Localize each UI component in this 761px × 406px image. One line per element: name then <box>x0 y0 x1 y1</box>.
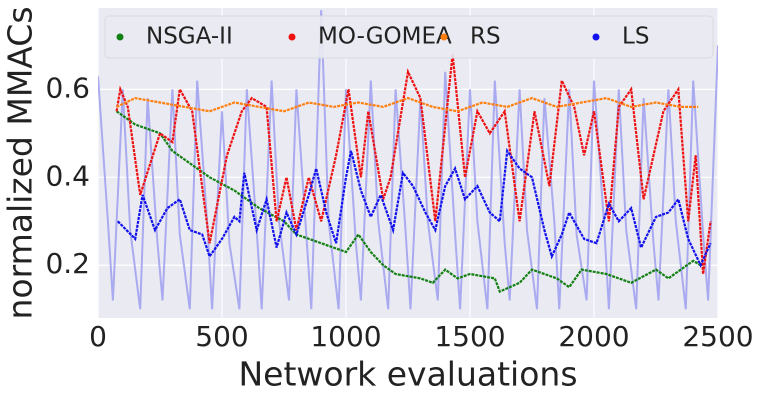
y-axis-label: normalized MMACs <box>1 6 40 319</box>
x-tick-label: 1500 <box>434 320 505 353</box>
series-line <box>115 54 712 275</box>
legend-label: RS <box>470 24 501 50</box>
series-line <box>115 110 702 294</box>
series-line <box>117 147 712 268</box>
legend-label: LS <box>622 24 649 50</box>
series-line <box>116 96 699 113</box>
x-axis-label: Network evaluations <box>238 355 577 394</box>
x-tick-label: 0 <box>89 320 107 353</box>
y-tick-label: 0.6 <box>45 71 90 104</box>
legend-marker <box>440 33 448 41</box>
legend-label: NSGA-II <box>146 24 233 50</box>
legend-box <box>104 15 714 59</box>
legend-marker <box>592 33 600 41</box>
x-tick-label: 1000 <box>310 320 381 353</box>
x-tick-label: 2500 <box>682 320 753 353</box>
legend-label: MO-GOMEA <box>318 24 452 50</box>
y-tick-label: 0.4 <box>45 159 90 192</box>
x-tick-label: 500 <box>195 320 248 353</box>
background-line <box>98 10 718 310</box>
legend-marker <box>116 33 124 41</box>
x-tick-label: 2000 <box>558 320 629 353</box>
legend-marker <box>288 33 296 41</box>
y-tick-label: 0.2 <box>45 247 90 280</box>
